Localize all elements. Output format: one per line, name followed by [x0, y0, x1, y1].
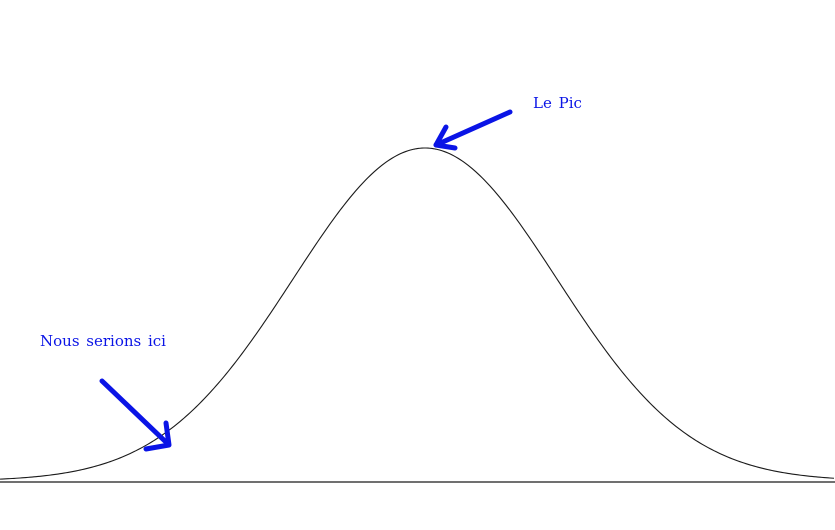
peak-label: Le Pic	[533, 94, 582, 112]
start-arrow-icon	[99, 378, 172, 452]
bell-curve	[0, 147, 835, 480]
peak-annotation: Le Pic	[433, 94, 582, 151]
start-label: Nous serions ici	[40, 332, 166, 350]
peak-arrow-icon	[433, 109, 513, 151]
start-annotation: Nous serions ici	[40, 332, 172, 452]
